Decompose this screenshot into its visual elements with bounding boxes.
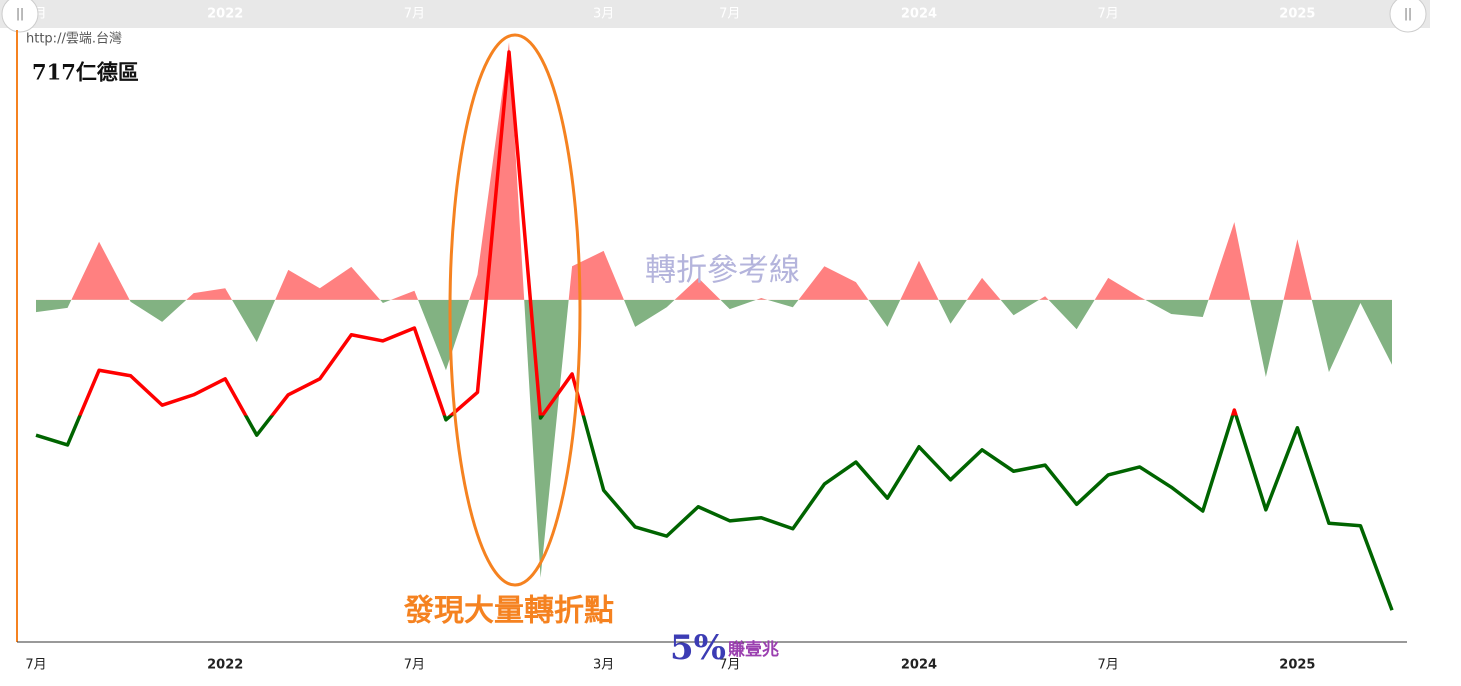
line-below — [35, 415, 1394, 611]
navigator-label: 7月 — [404, 7, 425, 22]
navigator-label: 7月 — [1098, 7, 1119, 22]
x-tick-label: 2022 — [207, 658, 243, 673]
chart-title: 717仁德區 — [32, 60, 139, 85]
callout: 發現大量轉折點 — [403, 594, 614, 629]
handle-icon: || — [16, 7, 24, 21]
navigator-handle[interactable] — [1, 0, 39, 33]
navigator-label: 2025 — [1279, 7, 1315, 22]
line-above — [78, 50, 1238, 416]
navigator — [0, 0, 1430, 28]
navigator-handle[interactable] — [1389, 0, 1427, 33]
callout-ellipse — [448, 33, 582, 587]
x-tick-label: 7月 — [25, 658, 46, 673]
x-tick-label: 2025 — [1279, 658, 1315, 673]
source: http://雲端.台灣 — [26, 32, 122, 47]
handle-icon: || — [1404, 7, 1412, 21]
x-tick-label: 7月 — [719, 658, 740, 673]
area-below — [36, 299, 1392, 578]
watermark: 5% — [670, 628, 726, 668]
x-tick-label: 3月 — [593, 658, 614, 673]
x-tick-label: 7月 — [404, 658, 425, 673]
navigator-label: 2024 — [901, 7, 937, 22]
navigator-label: 2022 — [207, 7, 243, 22]
reference-label: 轉折參考線 — [645, 253, 800, 289]
navigator-label: 7月 — [719, 7, 740, 22]
watermark-sub: 賺壹兆 — [728, 639, 779, 660]
x-tick-label: 7月 — [1098, 658, 1119, 673]
navigator-label: 3月 — [593, 7, 614, 22]
x-tick-label: 2024 — [901, 658, 937, 673]
